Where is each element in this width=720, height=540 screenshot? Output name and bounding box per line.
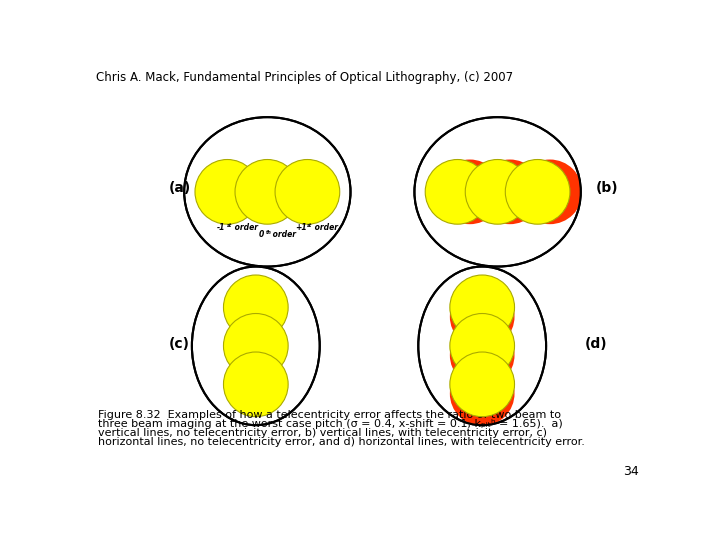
Text: 34: 34 xyxy=(623,464,639,477)
Circle shape xyxy=(438,159,503,224)
Text: th: th xyxy=(266,231,271,235)
Text: st: st xyxy=(227,222,232,228)
Circle shape xyxy=(450,323,515,387)
Text: -1: -1 xyxy=(217,222,225,232)
Circle shape xyxy=(223,352,288,417)
Circle shape xyxy=(223,314,288,378)
Ellipse shape xyxy=(415,117,581,267)
Ellipse shape xyxy=(192,267,320,425)
Text: order: order xyxy=(312,222,338,232)
Text: Figure 8.32  Examples of how a telecentricity error affects the ratio of two bea: Figure 8.32 Examples of how a telecentri… xyxy=(98,410,561,420)
Circle shape xyxy=(505,159,570,224)
Circle shape xyxy=(477,159,542,224)
Circle shape xyxy=(195,159,260,224)
Circle shape xyxy=(450,275,515,340)
Circle shape xyxy=(426,159,490,224)
Text: horizontal lines, no telecentricity error, and d) horizontal lines, with telecen: horizontal lines, no telecentricity erro… xyxy=(98,437,585,448)
Ellipse shape xyxy=(418,267,546,425)
Circle shape xyxy=(450,361,515,426)
Circle shape xyxy=(235,159,300,224)
Circle shape xyxy=(450,314,515,378)
Text: three beam imaging at the worst case pitch (σ = 0.4, x-shift = 0.1, kₚᵢₜʰ = 1.65: three beam imaging at the worst case pit… xyxy=(98,419,563,429)
Text: vertical lines, no telecentricity error, b) vertical lines, with telecentricity : vertical lines, no telecentricity error,… xyxy=(98,428,547,438)
Text: (a): (a) xyxy=(168,181,191,195)
Text: order: order xyxy=(232,222,258,232)
Circle shape xyxy=(518,159,582,224)
Circle shape xyxy=(450,284,515,349)
Text: (c): (c) xyxy=(168,336,190,350)
Text: (d): (d) xyxy=(585,336,607,350)
Circle shape xyxy=(223,275,288,340)
Text: (b): (b) xyxy=(596,181,618,195)
Circle shape xyxy=(275,159,340,224)
Text: 0: 0 xyxy=(258,231,264,239)
Text: order: order xyxy=(271,231,297,239)
Circle shape xyxy=(450,352,515,417)
Text: Chris A. Mack, Fundamental Principles of Optical Lithography, (c) 2007: Chris A. Mack, Fundamental Principles of… xyxy=(96,71,513,84)
Text: st: st xyxy=(307,222,312,228)
Text: +1: +1 xyxy=(295,222,307,232)
Ellipse shape xyxy=(184,117,351,267)
Circle shape xyxy=(465,159,530,224)
